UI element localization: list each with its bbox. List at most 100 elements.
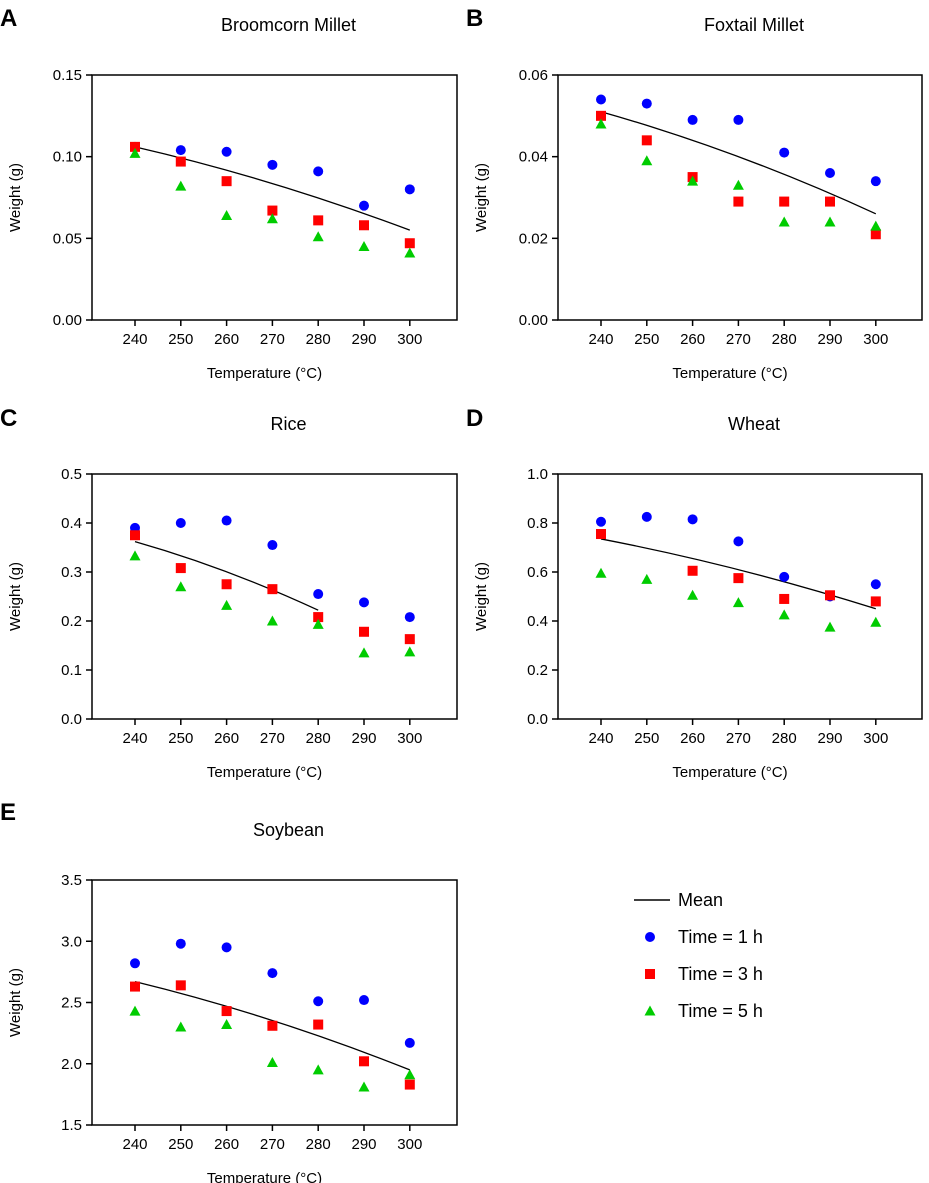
- x-tick-label: 270: [260, 331, 285, 348]
- chart-title: Soybean: [253, 820, 324, 840]
- x-tick-label: 260: [680, 331, 705, 348]
- data-point: [733, 114, 744, 125]
- x-tick-label: 290: [351, 1136, 376, 1153]
- data-point: [870, 596, 881, 607]
- data-point: [596, 110, 606, 121]
- data-point: [732, 597, 744, 608]
- x-tick-label: 240: [588, 331, 613, 348]
- y-axis-label: Weight (g): [7, 968, 24, 1037]
- series-time-1-h: [130, 938, 415, 1048]
- data-point: [267, 1020, 278, 1031]
- y-tick-label: 0.0: [61, 711, 82, 728]
- data-point: [825, 168, 835, 178]
- chart-panel-e: E Soybean 1.5 2.0 2.5 3.0 3.5 240 250 260 270 280 29…: [0, 799, 458, 1183]
- data-point: [687, 589, 699, 600]
- x-tick-label: 250: [168, 331, 193, 348]
- data-point: [687, 565, 698, 576]
- series-time-1-h: [130, 515, 415, 623]
- x-tick-label: 290: [351, 331, 376, 348]
- data-point: [596, 529, 606, 540]
- y-tick-label: 0.06: [519, 67, 548, 84]
- data-point: [129, 147, 141, 158]
- data-point: [404, 1079, 415, 1090]
- y-tick-label: 2.0: [61, 1056, 82, 1073]
- data-point: [358, 647, 370, 658]
- x-tick-label: 260: [680, 730, 705, 747]
- data-point: [404, 238, 415, 249]
- x-tick-label: 250: [634, 331, 659, 348]
- x-tick-label: 240: [122, 730, 147, 747]
- data-point: [687, 114, 698, 125]
- legend-item: Time = 1 h: [645, 927, 763, 947]
- data-point: [404, 634, 415, 645]
- data-point: [732, 179, 744, 190]
- y-tick-label: 0.2: [527, 662, 548, 679]
- data-point: [313, 1019, 324, 1030]
- x-tick-label: 260: [214, 331, 239, 348]
- x-tick-label: 270: [726, 331, 751, 348]
- mean-curve: [134, 146, 411, 231]
- chart-title: Broomcorn Millet: [221, 15, 356, 35]
- mean-curve: [134, 981, 411, 1071]
- x-tick-label: 300: [397, 1136, 422, 1153]
- data-point: [267, 159, 278, 170]
- data-point: [175, 938, 186, 949]
- data-point: [266, 1057, 278, 1068]
- series-time-5-h: [129, 550, 416, 658]
- data-point: [175, 145, 186, 156]
- x-tick-label: 280: [772, 730, 797, 747]
- data-point: [779, 196, 790, 207]
- data-point: [313, 996, 324, 1007]
- data-point: [312, 618, 324, 629]
- chart-panel-a: A Broomcorn Millet 0.00 0.05 0.10 0.15 240 250 2…: [0, 5, 458, 382]
- data-point: [870, 579, 881, 590]
- data-point: [359, 1056, 369, 1067]
- data-point: [358, 1081, 370, 1092]
- legend: Mean Time = 1 h Time = 3 h Time = 5 h: [634, 890, 763, 1021]
- y-tick-label: 0.02: [519, 230, 548, 247]
- y-tick-label: 1.0: [527, 466, 548, 483]
- data-point: [359, 995, 369, 1006]
- legend-label: Time = 3 h: [678, 964, 763, 984]
- data-point: [221, 1006, 232, 1017]
- x-tick-label: 290: [817, 730, 842, 747]
- mean-curve: [600, 538, 876, 610]
- y-tick-label: 0.5: [61, 466, 82, 483]
- data-point: [267, 584, 278, 595]
- x-tick-label: 300: [863, 331, 888, 348]
- x-tick-label: 300: [397, 331, 422, 348]
- data-point: [870, 229, 881, 240]
- x-tick-label: 250: [168, 730, 193, 747]
- x-tick-label: 280: [306, 331, 331, 348]
- y-tick-label: 0.4: [527, 613, 548, 630]
- legend-marker: [645, 932, 655, 942]
- chart-title: Wheat: [728, 414, 780, 434]
- data-point: [641, 155, 653, 166]
- data-point: [359, 220, 369, 231]
- legend-item: Time = 5 h: [644, 1001, 763, 1021]
- y-tick-label: 0.10: [53, 149, 82, 166]
- data-point: [404, 1069, 416, 1080]
- data-point: [359, 597, 369, 608]
- data-point: [221, 176, 232, 187]
- panel-label: E: [0, 799, 16, 826]
- y-tick-label: 1.5: [61, 1117, 82, 1134]
- plot-frame: [91, 74, 458, 321]
- data-point: [779, 593, 790, 604]
- legend-item: Time = 3 h: [645, 964, 763, 984]
- data-point: [129, 1005, 141, 1016]
- data-point: [313, 166, 324, 177]
- plot-frame: [91, 473, 458, 720]
- y-axis-label: Weight (g): [7, 562, 24, 631]
- y-tick-label: 3.5: [61, 872, 82, 889]
- data-point: [312, 1064, 324, 1075]
- data-point: [595, 118, 607, 129]
- y-tick-label: 0.4: [61, 515, 82, 532]
- x-tick-label: 280: [772, 331, 797, 348]
- data-point: [267, 205, 278, 216]
- mean-curve: [600, 111, 877, 215]
- y-tick-label: 0.0: [527, 711, 548, 728]
- mean-curve: [134, 540, 319, 611]
- data-point: [313, 215, 324, 226]
